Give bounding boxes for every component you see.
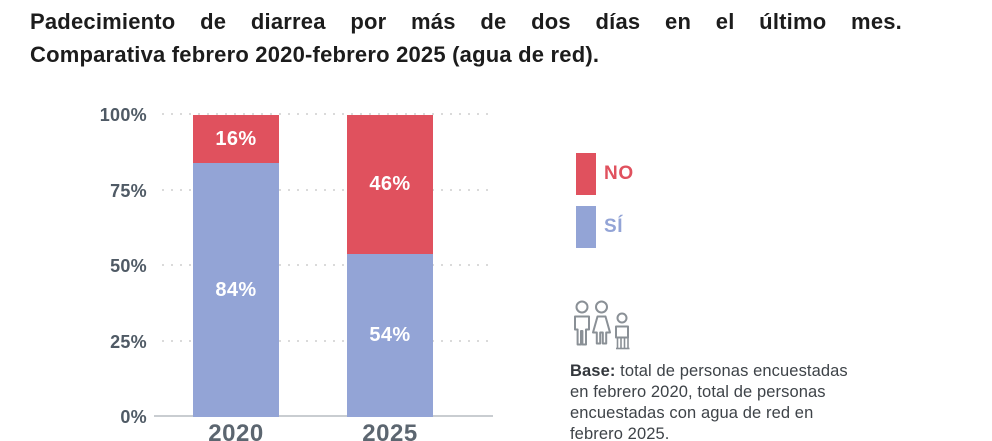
chart-title-line2: Comparativa febrero 2020-febrero 2025 (a… [30, 42, 600, 67]
x-axis-line [154, 415, 493, 417]
bar-value-label: 46% [369, 172, 411, 195]
gridline [162, 339, 493, 342]
x-axis-label-2025: 2025 [362, 420, 418, 441]
bar-value-label: 16% [215, 127, 257, 150]
x-axis-label-2020: 2020 [208, 420, 264, 441]
bar-2025: 54% 46% 2025 [347, 115, 433, 441]
legend-swatch-no-icon [576, 153, 596, 195]
base-note-label: Base: [570, 362, 616, 380]
chart-title: Padecimiento de diarrea por más de dos d… [30, 5, 902, 71]
legend-swatch-si-icon [576, 206, 596, 248]
bar-2020: 84% 16% 2020 [193, 115, 279, 441]
y-axis-tick-label: 50% [110, 256, 147, 276]
base-note: Base: total de personas encuestadas en f… [570, 299, 870, 441]
y-axis-tick-label: 75% [110, 180, 147, 201]
chart-title-line1: Padecimiento de diarrea por más de dos d… [30, 9, 902, 34]
gridline [162, 113, 493, 115]
legend-label-no: NO [604, 163, 634, 184]
chart-legend: NO SÍ [576, 153, 634, 259]
gridline [162, 188, 493, 191]
legend-item-no: NO [576, 153, 634, 195]
bar-segment-no-2025: 46% [347, 115, 433, 254]
people-icon [574, 300, 630, 350]
bar-segment-si-2020: 84% [193, 163, 279, 417]
bar-segment-no-2020: 16% [193, 115, 279, 164]
y-axis-tick-label: 25% [110, 331, 147, 352]
stacked-bar-chart: 0% 25% 50% 75% 100% 84% 16% 2020 54% 46% 2025 [100, 105, 493, 441]
legend-label-si: SÍ [604, 216, 624, 237]
bar-segment-si-2025: 54% [347, 253, 433, 417]
bar-value-label: 84% [215, 278, 257, 301]
gridline [162, 264, 493, 266]
base-note-text: Base: total de personas encuestadas en f… [570, 362, 848, 441]
bar-value-label: 54% [369, 323, 411, 346]
y-axis-tick-label: 0% [120, 407, 147, 427]
y-axis-tick-label: 100% [99, 105, 147, 125]
legend-item-si: SÍ [576, 206, 634, 248]
